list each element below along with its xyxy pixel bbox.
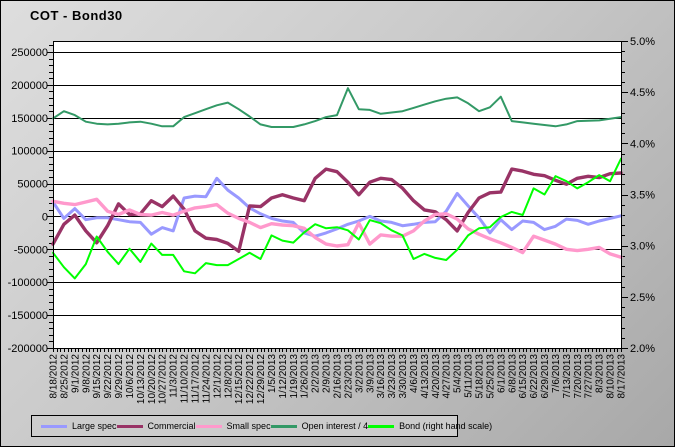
x-axis-label: 10/20/2012: [147, 354, 158, 404]
x-axis-label: 10/6/2012: [125, 354, 136, 399]
legend-label: Small spec: [226, 421, 271, 431]
left-axis-label: -150000: [8, 310, 48, 322]
x-axis-label: 12/15/2012: [234, 354, 245, 404]
legend-swatch: [195, 424, 222, 428]
x-axis-label: 1/5/2013: [267, 354, 278, 393]
x-axis-label: 1/26/2013: [300, 354, 311, 399]
x-axis-label: 2/9/2013: [322, 354, 333, 393]
x-axis-label: 11/10/2012: [180, 354, 191, 404]
x-axis-label: 2/2/2013: [311, 354, 322, 393]
left-axis-label: 250000: [11, 47, 48, 59]
plot-frame: [53, 41, 622, 349]
x-axis-label: 8/18/2012: [49, 354, 60, 399]
x-axis-label: 5/11/2013: [464, 354, 475, 398]
x-axis-label: 7/27/2013: [584, 354, 595, 399]
plot-background: [53, 41, 621, 348]
x-axis-label: 9/29/2012: [114, 354, 125, 399]
x-axis-label: 8/10/2013: [606, 354, 617, 399]
x-axis-label: 5/25/2013: [485, 354, 496, 399]
x-axis-label: 11/24/2012: [201, 354, 212, 404]
x-axis-label: 7/6/2013: [551, 354, 562, 393]
x-axis-label: 9/1/2012: [70, 354, 81, 393]
series-line-large-spec: [51, 176, 623, 238]
left-axis-label: 150000: [11, 113, 48, 125]
legend-item: Bond (right hand scale): [368, 421, 492, 431]
x-axis-label: 4/13/2013: [420, 354, 431, 399]
x-axis-label: 5/4/2013: [453, 354, 464, 393]
right-axis-label: 2.5%: [630, 292, 655, 304]
x-axis-label: 2/16/2013: [333, 354, 344, 399]
legend-item: Small spec: [195, 421, 271, 431]
legend-swatch: [116, 424, 143, 428]
left-axis-label: -100000: [8, 277, 48, 289]
x-axis-label: 8/3/2013: [595, 354, 606, 393]
x-axis-label: 12/1/2012: [212, 354, 223, 399]
x-axis-label: 7/20/2013: [573, 354, 584, 399]
right-axis-label: 2.0%: [630, 343, 655, 355]
legend-label: Bond (right hand scale): [399, 421, 493, 431]
right-axis-label: 3.5%: [630, 190, 655, 202]
x-axis-label: 3/16/2013: [376, 354, 387, 399]
legend-label: Commercial: [147, 421, 196, 431]
left-axis-label: -200000: [8, 343, 48, 355]
x-axis-label: 6/8/2013: [507, 354, 518, 393]
x-axis-label: 9/15/2012: [92, 354, 103, 399]
x-axis-label: 8/25/2012: [59, 354, 70, 399]
legend: Large spec Commercial Small spec Open inter…: [31, 415, 492, 437]
x-axis-label: 11/17/2012: [191, 354, 202, 404]
x-axis-label: 2/23/2013: [343, 354, 354, 399]
legend-label: Open interest / 4: [301, 421, 369, 431]
x-axis-label: 8/17/2013: [617, 354, 628, 399]
series-line-bond-right-hand-scale: [52, 157, 622, 280]
legend-swatch: [41, 424, 67, 428]
legend-label: Large spec: [72, 421, 117, 431]
left-axis-label: -50000: [14, 244, 48, 256]
x-axis-label: 11/3/2012: [169, 354, 180, 398]
x-axis-label: 3/30/2013: [398, 354, 409, 399]
right-axis-label: 5.0%: [630, 36, 655, 48]
left-axis-label: 200000: [11, 80, 48, 92]
x-axis-label: 3/2/2013: [354, 354, 365, 393]
right-axis-label: 4.0%: [630, 138, 655, 150]
x-axis-label: 7/13/2013: [562, 354, 573, 399]
x-axis-label: 6/29/2013: [540, 354, 551, 399]
left-axis-label: 0: [42, 211, 48, 223]
left-axis-label: 100000: [11, 146, 48, 158]
series-line-commercial: [51, 167, 623, 254]
right-axis-label: 4.5%: [630, 87, 655, 99]
x-axis-label: 6/15/2013: [518, 354, 529, 399]
x-axis-label: 10/13/2012: [136, 354, 147, 404]
x-axis-label: 6/22/2013: [529, 354, 540, 399]
legend-swatch: [270, 424, 297, 428]
chart-title: COT - Bond30: [30, 8, 123, 23]
series-line-small-spec: [51, 197, 623, 259]
x-axis-label: 4/20/2013: [431, 354, 442, 399]
x-axis-label: 4/27/2013: [442, 354, 453, 399]
x-axis-label: 5/18/2013: [475, 354, 486, 399]
legend-item: Open interest / 4: [270, 421, 369, 431]
x-axis-label: 1/19/2013: [289, 354, 300, 399]
x-axis-label: 12/8/2012: [223, 354, 234, 399]
x-axis-label: 10/27/2012: [158, 354, 169, 404]
x-axis-label: 3/23/2013: [387, 354, 398, 399]
x-axis-label: 6/1/2013: [496, 354, 507, 393]
legend-item: Commercial: [116, 421, 196, 431]
right-axis-label: 3.0%: [630, 241, 655, 253]
legend-swatch: [368, 424, 395, 428]
x-axis-label: 4/6/2013: [409, 354, 420, 393]
x-axis-label: 9/8/2012: [81, 354, 92, 393]
x-axis-label: 9/22/2012: [103, 354, 114, 399]
legend-item: Large spec: [41, 421, 117, 431]
series-line-open-interest-4: [52, 87, 622, 128]
x-axis-label: 3/9/2013: [365, 354, 376, 393]
x-axis-label: 12/29/2012: [256, 354, 267, 404]
x-axis-label: 12/22/2012: [245, 354, 256, 404]
left-axis-label: 50000: [17, 179, 48, 191]
x-axis-label: 1/12/2013: [278, 354, 289, 399]
